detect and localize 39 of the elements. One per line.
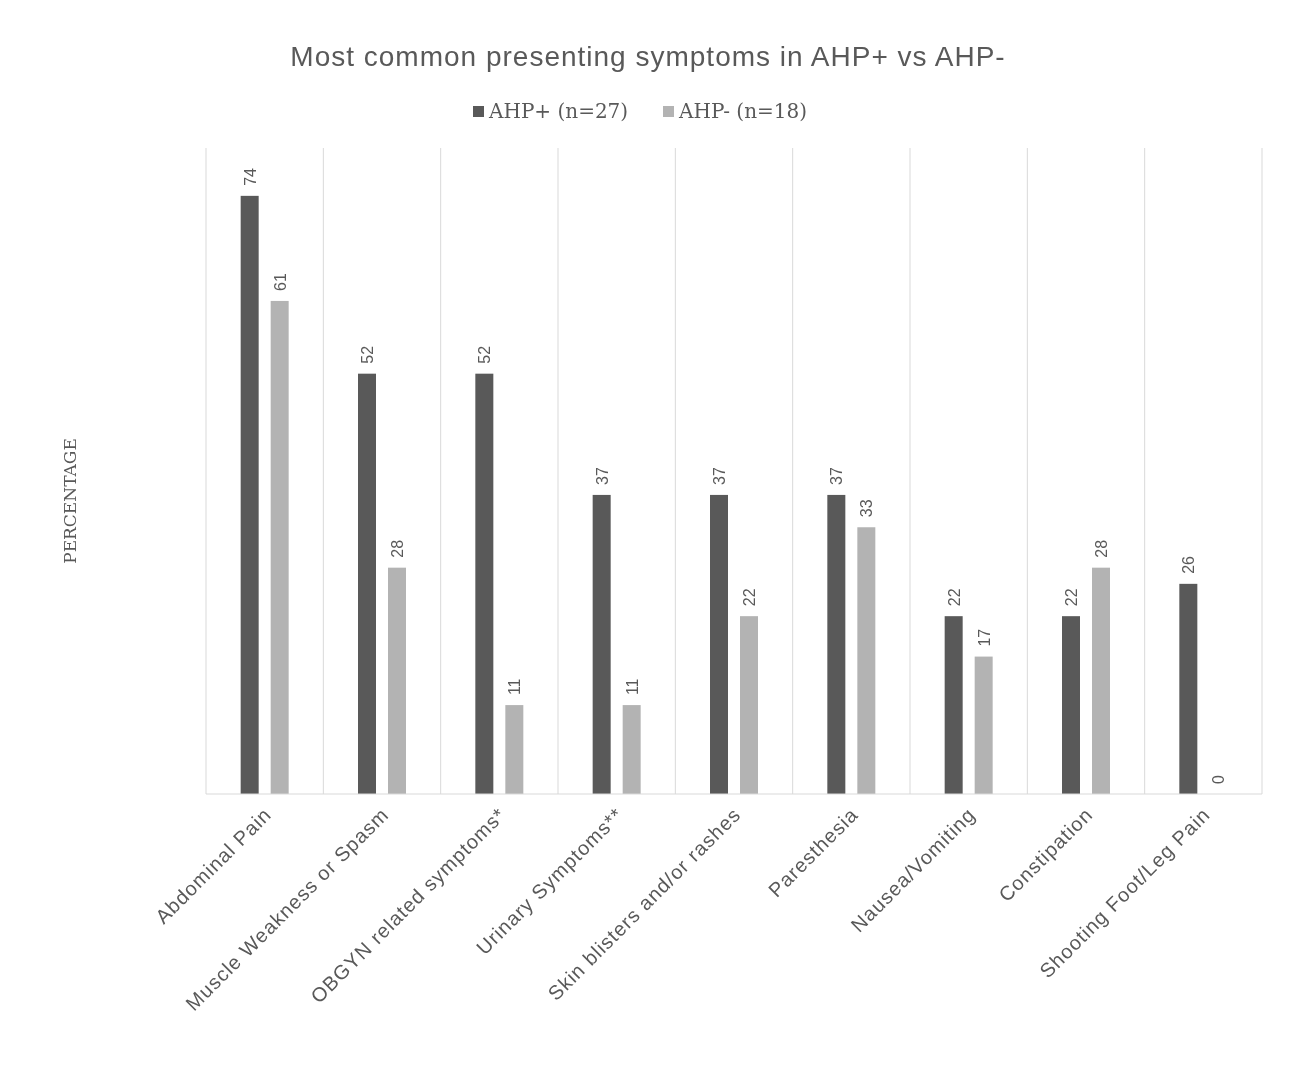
bar [388,567,406,794]
bar [475,373,494,794]
data-label: 37 [593,467,611,485]
bar [944,616,963,794]
data-label: 22 [741,588,758,607]
data-label: 11 [506,678,524,696]
data-label: 0 [1210,775,1228,784]
bar [857,527,876,794]
legend-label: AHP- (n=18) [678,99,808,123]
bar [1179,583,1198,794]
bar [592,494,611,794]
data-label: 22 [1063,588,1080,607]
bar [270,300,289,794]
data-label: 37 [711,467,728,485]
data-label: 61 [271,273,289,291]
data-label: 33 [858,499,876,518]
bar [240,195,259,794]
data-label: 37 [828,467,846,485]
data-label: 52 [359,345,376,364]
data-label: 28 [389,539,406,558]
bar [710,494,728,794]
legend-label: AHP+ (n=27) [488,99,629,123]
data-label: 74 [241,167,259,186]
bar [1092,567,1110,794]
bar [622,705,641,794]
bar [358,373,376,794]
bar [505,705,524,794]
bar [974,656,993,794]
data-label: 17 [975,628,993,647]
chart-title: Most common presenting symptoms in AHP+ vs AHP- [290,41,1006,72]
bar [740,616,758,794]
data-label: 22 [945,588,963,607]
y-axis-title: PERCENTAGE [60,438,80,564]
data-label: 28 [1093,539,1110,558]
data-label: 52 [476,345,494,364]
data-label: 26 [1180,555,1198,574]
data-label: 11 [623,678,641,696]
bar [827,494,846,794]
bar [1062,616,1080,794]
